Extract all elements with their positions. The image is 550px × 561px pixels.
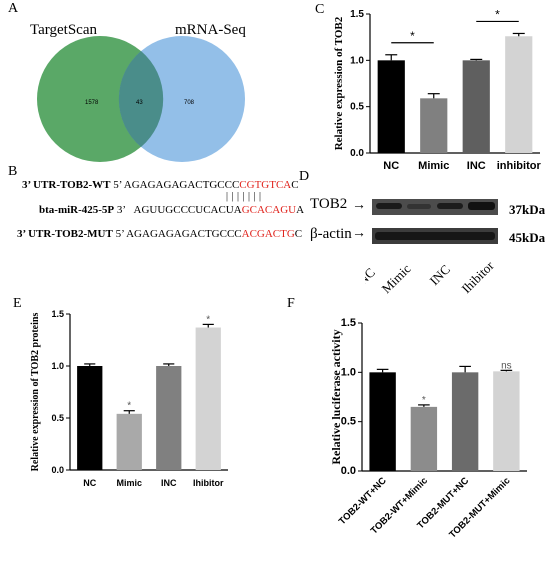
y-axis-label: Relative luciferase activity [329, 329, 343, 464]
chart-c: 0.0 0.5 1.0 1.5 Relative expression of TOB2 N… [333, 7, 542, 172]
bar [451, 372, 479, 471]
blot-band-actin [372, 228, 498, 244]
venn-diagram: TargetScan mRNA-Seq 1578 43 708 [30, 22, 246, 162]
panel-letter-a: A [8, 1, 19, 16]
venn-left-label: TargetScan [30, 22, 97, 38]
bar [462, 60, 490, 154]
bar [195, 327, 221, 470]
y-tick-label: 0.5 [341, 416, 356, 428]
chart-e: 0.0 0.5 1.0 1.5 Relative expression of TOB2 … [30, 309, 228, 488]
venn-left-count: 1578 [85, 100, 99, 106]
seq-mut-red: ACGACTG [241, 228, 295, 240]
panel-letter-f: F [287, 296, 295, 311]
panel-letter-c: C [315, 2, 325, 17]
bar-annotation: * [127, 401, 131, 412]
seq-mirna-black: AGUUGCCCUCACUA [133, 204, 242, 216]
lane-label-ihibitor: Ihibitor [459, 257, 498, 296]
blot-band-tob2 [372, 199, 498, 215]
panel-letter-b: B [8, 164, 18, 179]
lane-label-nc: NC [365, 265, 378, 288]
y-tick-label: 1.5 [51, 309, 64, 319]
y-axis-label: Relative expression of TOB2 [333, 16, 345, 150]
bar-annotation: * [206, 314, 210, 325]
bar [493, 371, 520, 471]
arrow-right-icon: → [352, 198, 366, 213]
seq-mut-name: 3’ UTR-TOB2-MUT [17, 228, 113, 240]
x-tick-label: Ihibitor [193, 478, 224, 488]
bar [369, 372, 396, 471]
y-tick-label: 0.0 [341, 465, 356, 477]
bar [77, 366, 103, 470]
significance-star: * [495, 7, 500, 21]
y-tick-label: 1.0 [350, 55, 364, 66]
seq-mut-tail: C [294, 228, 303, 240]
seq-wt-tail: C [291, 179, 299, 191]
bar [156, 366, 182, 470]
x-tick-label: Mimic [418, 160, 449, 172]
seq-row-mut: 3’ UTR-TOB2-MUT 5’ AGAGAGAGACTGCCCACGACT… [17, 228, 302, 240]
blot-label-actin: β-actin [310, 226, 352, 242]
seq-mut-black: AGAGAGAGACTGCCC [126, 228, 242, 240]
venn-overlap-count: 43 [136, 100, 143, 106]
y-tick-label: 0.5 [51, 413, 64, 423]
y-tick-label: 0.0 [350, 148, 364, 159]
x-tick-label: inhibitor [497, 160, 542, 172]
venn-overlap [118, 51, 164, 147]
y-tick-label: 0.5 [350, 102, 364, 113]
panel-letter-e: E [13, 296, 22, 311]
kda-label-45: 45kDa [509, 230, 546, 245]
bar [420, 98, 448, 153]
x-tick-label: NC [383, 160, 399, 172]
seq-mirna-prime: 3’ [116, 204, 126, 216]
seq-mut-prime: 5’ [115, 228, 124, 240]
blot-lane-labels: NC Mimic INC Ihibitor [365, 257, 498, 296]
x-tick-label: INC [467, 160, 486, 172]
seq-mirna-tail: A [296, 204, 305, 216]
seq-mirna-name: bta-miR-425-5P [39, 204, 115, 216]
bar [377, 60, 405, 154]
y-tick-label: 1.5 [341, 317, 356, 329]
lane-label-mimic: Mimic [379, 261, 414, 296]
x-tick-label: Mimic [116, 478, 142, 488]
seq-wt-name: 3’ UTR-TOB2-WT [22, 179, 111, 191]
bar-annotation: * [422, 395, 426, 406]
arrow-right-icon: → [352, 226, 366, 241]
bar [116, 413, 142, 470]
venn-right-label: mRNA-Seq [175, 22, 246, 38]
x-tick-label: NC [83, 478, 96, 488]
significance-star: * [410, 29, 415, 43]
x-tick-label: INC [161, 478, 177, 488]
y-tick-label: 1.5 [350, 9, 364, 20]
venn-right-count: 708 [184, 100, 195, 106]
bar [505, 36, 533, 153]
bar-annotation: ns [501, 360, 512, 371]
seq-wt-black: AGAGAGAGACTGCCC [123, 179, 240, 191]
seq-wt-red: CGTGTCA [239, 179, 292, 191]
seq-row-mirna: bta-miR-425-5P 3’ AGUUGCCCUCACUAGCACAGUA [39, 204, 304, 216]
seq-pairing-bars: | | | | | | | [226, 191, 262, 202]
y-axis-label: Relative expression of TOB2 proteins [30, 313, 41, 472]
blot-label-tob2: TOB2 [310, 196, 348, 212]
panel-letter-d: D [299, 169, 310, 184]
y-tick-label: 1.0 [341, 366, 356, 378]
lane-label-inc: INC [427, 262, 453, 288]
seq-mirna-red: GCACAGU [241, 204, 297, 216]
kda-label-37: 37kDa [509, 202, 546, 217]
y-tick-label: 0.0 [51, 465, 64, 475]
bar [410, 406, 438, 471]
seq-row-wt: 3’ UTR-TOB2-WT 5’ AGAGAGAGACTGCCCCGTGTCA… [22, 179, 299, 191]
y-tick-label: 1.0 [51, 361, 64, 371]
seq-wt-prime: 5’ [113, 179, 122, 191]
